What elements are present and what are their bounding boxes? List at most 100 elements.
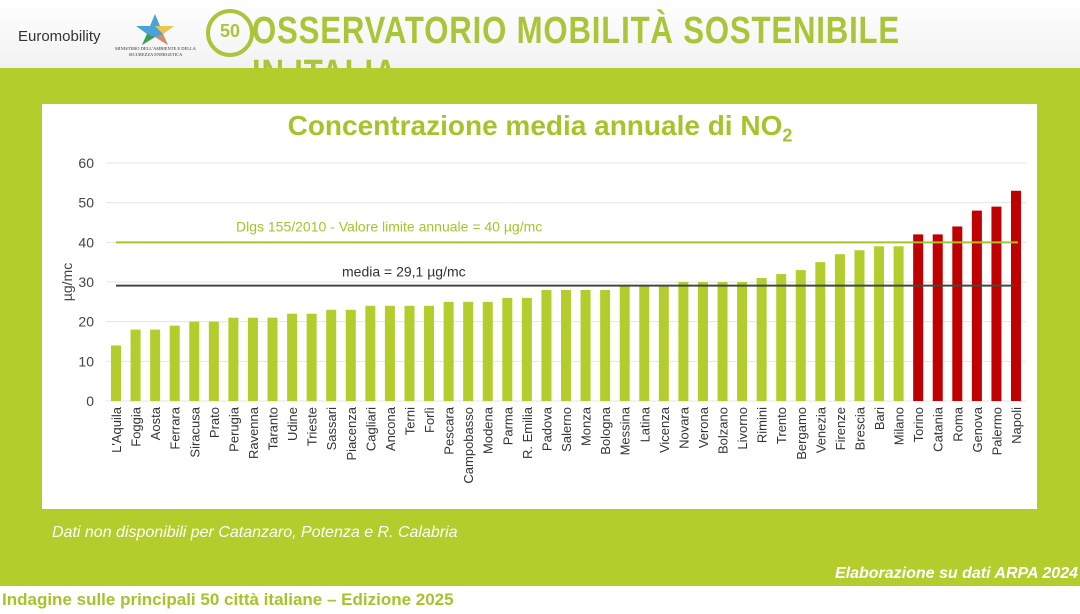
bar (893, 246, 904, 401)
euromobility-logo: Euromobility (18, 28, 101, 45)
y-tick-label: 30 (78, 274, 94, 290)
x-tick-label: Torino (911, 407, 926, 442)
bar (502, 297, 513, 401)
missing-data-note: Dati non disponibili per Catanzaro, Pote… (52, 524, 458, 541)
bar (345, 309, 356, 401)
x-tick-label: Vicenza (657, 406, 672, 453)
chart-panel (42, 104, 1037, 509)
bar (208, 321, 219, 401)
bar (913, 234, 924, 401)
bar (619, 285, 630, 401)
bar (854, 250, 865, 401)
bar (874, 246, 885, 401)
y-tick-label: 40 (78, 234, 94, 250)
x-tick-label: Rimini (755, 407, 770, 443)
bar (756, 278, 767, 401)
x-tick-label: Verona (696, 406, 711, 448)
bar (424, 305, 435, 401)
x-tick-label: Ferrara (168, 406, 183, 449)
x-tick-label: Ravenna (246, 406, 261, 459)
bar (326, 309, 337, 401)
y-tick-label: 0 (86, 393, 94, 409)
x-tick-label: Prato (207, 407, 222, 438)
bar (306, 313, 317, 401)
x-tick-label: Latina (637, 406, 652, 442)
x-tick-label: Trieste (305, 407, 320, 446)
bar (384, 305, 395, 401)
bar (189, 321, 200, 401)
x-tick-label: Genova (970, 406, 985, 452)
bar (600, 289, 611, 401)
bar (795, 270, 806, 401)
x-tick-label: Modena (481, 406, 496, 454)
x-tick-label: Forlì (422, 407, 437, 433)
y-tick-label: 60 (78, 155, 94, 171)
bar (991, 206, 1002, 401)
x-tick-label: Catania (931, 406, 946, 452)
x-tick-label: Foggia (129, 406, 144, 447)
x-tick-label: Piacenza (344, 406, 359, 460)
chart-title: Concentrazione media annuale di NO2 (0, 110, 1080, 147)
bar (541, 289, 552, 401)
ministry-text: MINISTERO DELL'AMBIENTE E DELLA SICUREZZ… (115, 46, 196, 57)
x-tick-label: Messina (618, 406, 633, 455)
bar (815, 262, 826, 401)
source-note: Elaborazione su dati ARPA 2024 (834, 565, 1078, 582)
bar (130, 329, 141, 401)
x-tick-label: Aosta (148, 406, 163, 440)
x-tick-label: Ancona (383, 406, 398, 451)
y-tick-label: 10 (78, 353, 94, 369)
bar (932, 234, 943, 401)
x-tick-label: Trento (774, 407, 789, 444)
bar (169, 325, 180, 401)
x-tick-label: Udine (285, 407, 300, 441)
bar (287, 313, 298, 401)
bar (482, 301, 493, 401)
bar (521, 297, 532, 401)
bar (365, 305, 376, 401)
bar (717, 282, 728, 401)
x-tick-label: Palermo (989, 407, 1004, 455)
bar (463, 301, 474, 401)
bar (111, 345, 121, 401)
bar (971, 210, 982, 401)
bar (1011, 190, 1021, 401)
bar (952, 226, 963, 401)
x-tick-label: Siracusa (187, 406, 202, 457)
x-tick-label: Salerno (559, 407, 574, 452)
x-tick-label: Padova (539, 406, 554, 451)
bar (404, 305, 415, 401)
bar (267, 317, 278, 401)
x-tick-label: Monza (579, 406, 594, 446)
x-tick-label: Bolzano (716, 407, 731, 454)
y-tick-label: 50 (78, 195, 94, 211)
x-tick-label: Milano (892, 407, 907, 445)
x-tick-label: Bergamo (794, 407, 809, 460)
x-tick-label: Cagliari (363, 407, 378, 451)
x-tick-label: Novara (676, 406, 691, 449)
footer-text: Indagine sulle principali 50 città itali… (2, 590, 454, 609)
star-icon (136, 14, 174, 45)
x-tick-label: Taranto (266, 407, 281, 450)
50-citta-badge: 50 (206, 9, 254, 57)
bar (834, 254, 845, 401)
x-tick-label: Livorno (735, 407, 750, 450)
bar (697, 282, 708, 401)
bar (247, 317, 258, 401)
bar (639, 285, 650, 401)
chart-title-subscript: 2 (782, 125, 793, 146)
mean-line-label: media = 29,1 µg/mc (342, 264, 466, 280)
x-tick-label: Venezia (813, 406, 828, 453)
ministry-logo: MINISTERO DELL'AMBIENTE E DELLA SICUREZZ… (108, 12, 203, 62)
bar (561, 289, 571, 401)
x-tick-label: R. Emilia (520, 406, 535, 459)
bar (580, 289, 591, 401)
chart-title-text: Concentrazione media annuale di NO (287, 110, 783, 141)
bar (776, 274, 787, 401)
x-tick-label: Firenze (833, 407, 848, 450)
x-tick-label: Bologna (598, 406, 613, 454)
x-tick-label: Perugia (226, 406, 241, 452)
bar (228, 317, 239, 401)
bar (443, 301, 454, 401)
